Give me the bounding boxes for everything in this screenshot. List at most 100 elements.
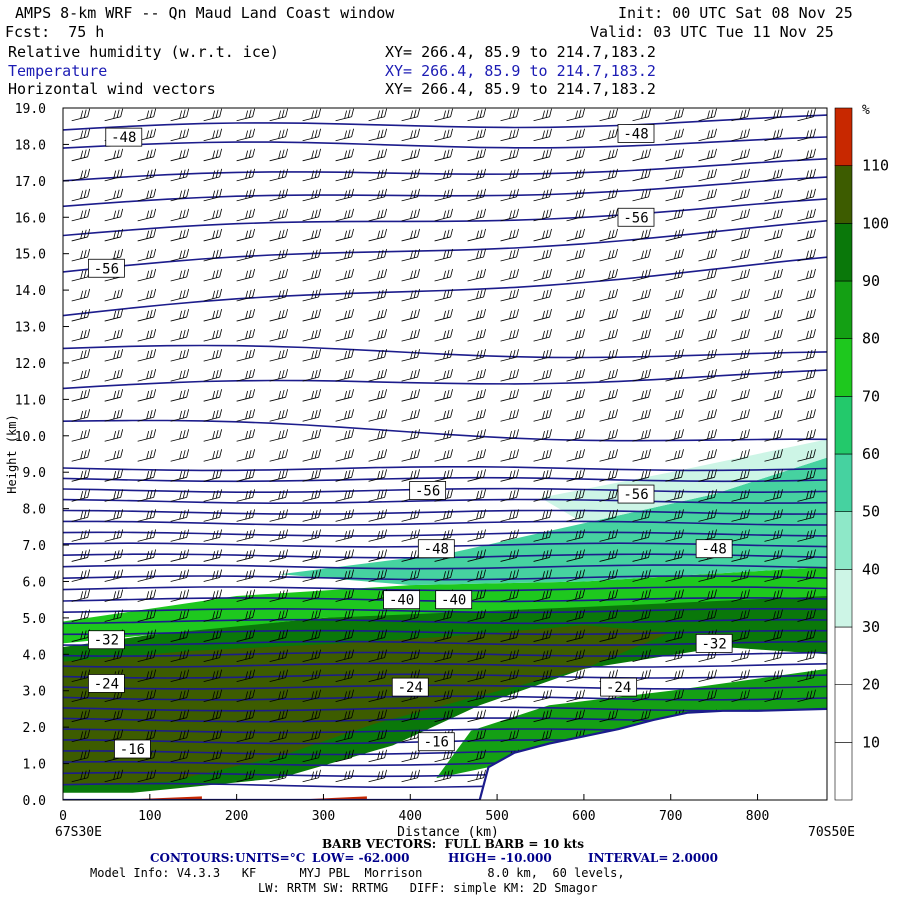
wind-barb-124 xyxy=(368,669,387,683)
wind-barb-371 xyxy=(170,449,190,462)
contour-label-6: -48 xyxy=(417,539,455,559)
wind-barb-566 xyxy=(533,288,552,302)
wind-barb-82 xyxy=(500,709,519,723)
temperature-contour-35 xyxy=(63,176,827,208)
x-tick-label-7: 700 xyxy=(659,809,682,824)
wind-barb-176 xyxy=(566,629,585,642)
wind-barb-454 xyxy=(632,389,651,402)
wind-barb-702 xyxy=(467,168,486,182)
wind-barb-441 xyxy=(203,389,223,402)
wind-barb-232 xyxy=(137,569,157,582)
wind-barb-81 xyxy=(467,709,486,723)
wind-barb-713 xyxy=(71,148,91,162)
wind-barb-685 xyxy=(665,188,684,202)
wind-barb-589 xyxy=(533,268,552,282)
wind-barb-712 xyxy=(797,168,816,182)
wind-barb-519 xyxy=(500,328,519,342)
wind-barb-30 xyxy=(302,749,322,763)
wind-barb-357 xyxy=(467,469,486,482)
wind-barb-626 xyxy=(236,228,256,242)
wind-barb-231 xyxy=(104,569,124,582)
wind-barb-471 xyxy=(434,369,453,382)
wind-barb-374 xyxy=(269,449,289,462)
wind-barb-616 xyxy=(665,248,684,262)
y-tick-label-19: 19.0 xyxy=(15,102,46,117)
wind-barb-150 xyxy=(467,649,486,662)
wind-barb-758 xyxy=(797,128,816,142)
wind-barb-158 xyxy=(731,649,750,662)
wind-barb-249 xyxy=(698,569,717,582)
wind-barb-189 xyxy=(236,609,256,622)
terrain-fill xyxy=(63,708,827,800)
wind-barb-318 xyxy=(698,509,717,522)
wind-barb-207 xyxy=(71,589,91,602)
wind-barb-267 xyxy=(533,549,552,562)
wind-barb-462 xyxy=(137,369,157,382)
wind-barb-191 xyxy=(302,609,322,622)
temperature-contour-31 xyxy=(63,369,827,390)
wind-barb-80 xyxy=(434,709,453,723)
wind-barb-302 xyxy=(170,509,190,522)
wind-barb-421 xyxy=(302,409,322,422)
wind-barb-322 xyxy=(71,489,91,502)
y-tick-label-18: 18.0 xyxy=(15,138,46,153)
wind-barb-673 xyxy=(269,188,289,202)
wind-barb-776 xyxy=(632,108,651,122)
wind-barb-407 xyxy=(599,429,618,442)
wind-barb-521 xyxy=(566,328,585,342)
wind-barb-153 xyxy=(566,649,585,662)
wind-barb-135 xyxy=(731,669,750,683)
wind-barb-530 xyxy=(104,308,124,322)
wind-barb-537 xyxy=(335,308,354,322)
wind-barb-501 xyxy=(665,349,684,362)
wind-barb-110 xyxy=(665,689,684,703)
wind-barb-508 xyxy=(137,328,157,342)
wind-barb-179 xyxy=(665,629,684,642)
wind-barb-592 xyxy=(632,268,651,282)
wind-barb-139 xyxy=(104,649,124,662)
wind-barb-448 xyxy=(434,389,453,402)
wind-barb-304 xyxy=(236,509,256,522)
wind-barb-470 xyxy=(401,369,420,382)
wind-barb-514 xyxy=(335,328,354,342)
contours-label: CONTOURS: xyxy=(150,851,234,865)
wind-barb-195 xyxy=(434,609,453,622)
wind-barb-648 xyxy=(203,208,223,222)
wind-barb-533 xyxy=(203,308,223,322)
wind-barb-184 xyxy=(71,609,91,622)
wind-barb-313 xyxy=(533,509,552,522)
wind-barb-664 xyxy=(731,208,750,222)
wind-barb-133 xyxy=(665,669,684,683)
wind-barb-765 xyxy=(269,108,289,122)
y-tick-label-12: 12.0 xyxy=(15,357,46,372)
wind-barb-586 xyxy=(434,268,453,282)
wind-barb-220 xyxy=(500,589,519,602)
wind-barb-582 xyxy=(302,268,322,282)
wind-barb-160 xyxy=(797,649,816,662)
wind-barb-328 xyxy=(269,489,289,502)
wind-barb-449 xyxy=(467,389,486,402)
wind-barb-123 xyxy=(335,669,354,683)
wind-barb-394 xyxy=(170,429,190,442)
wind-barb-457 xyxy=(731,389,750,402)
wind-barb-27 xyxy=(203,749,223,763)
wind-barb-401 xyxy=(401,429,420,442)
wind-barb-127 xyxy=(467,669,486,683)
wind-barb-211 xyxy=(203,589,223,602)
wind-barb-368 xyxy=(71,449,91,462)
wind-barb-35 xyxy=(467,749,486,763)
model-info-line-1: Model Info: V4.3.3 KF MYJ PBL Morrison 8… xyxy=(90,866,625,880)
terrain-surface-line xyxy=(63,707,827,800)
contour-label-12: -24 xyxy=(88,674,125,693)
contour-label-7: -48 xyxy=(695,539,733,559)
wind-barb-369 xyxy=(104,449,124,462)
wind-barb-434 xyxy=(731,409,750,422)
wind-barb-178 xyxy=(632,629,651,642)
wind-barb-723 xyxy=(401,148,420,162)
wind-barb-423 xyxy=(368,409,387,422)
wind-barb-672 xyxy=(236,188,256,202)
wind-barb-731 xyxy=(665,148,684,162)
wind-barb-767 xyxy=(335,108,354,122)
wind-barb-754 xyxy=(665,128,684,142)
wind-barb-675 xyxy=(335,188,354,202)
